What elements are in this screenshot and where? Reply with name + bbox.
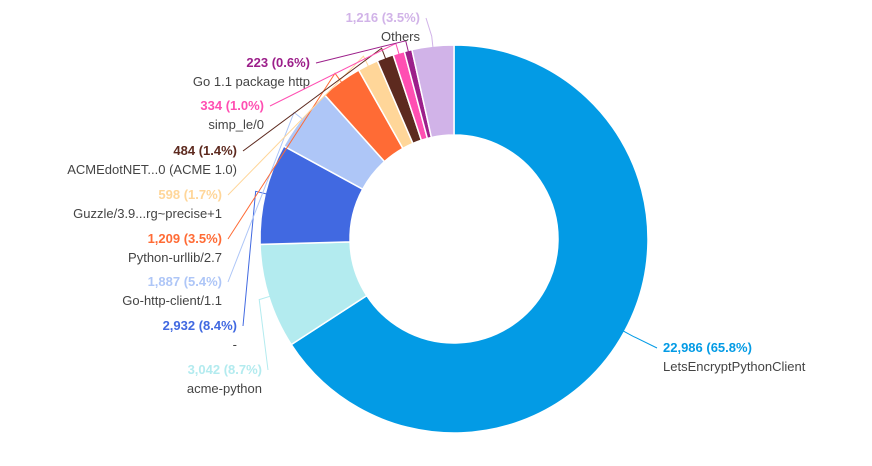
- leader-line-0: [622, 330, 658, 349]
- slice-value-label-0: 22,986 (65.8%): [663, 340, 752, 355]
- slice-name-label-9: Others: [381, 29, 421, 44]
- slice-name-label-0: LetsEncryptPythonClient: [663, 359, 806, 374]
- slice-9[interactable]: [410, 44, 455, 139]
- slice-0[interactable]: [290, 44, 649, 434]
- slice-value-label-5: 598 (1.7%): [158, 187, 222, 202]
- slice-name-label-4: Python-urllib/2.7: [128, 250, 222, 265]
- slice-value-label-8: 223 (0.6%): [246, 55, 310, 70]
- slice-value-label-9: 1,216 (3.5%): [346, 10, 420, 25]
- slice-value-label-3: 1,887 (5.4%): [148, 274, 222, 289]
- slice-name-label-6: ACMEdotNET...0 (ACME 1.0): [67, 162, 237, 177]
- leader-line-1: [258, 295, 271, 371]
- slice-value-label-2: 2,932 (8.4%): [163, 318, 237, 333]
- leader-line-2: [242, 190, 268, 327]
- slice-name-label-2: -: [233, 337, 237, 352]
- slice-value-label-7: 334 (1.0%): [200, 98, 264, 113]
- leader-line-3: [227, 111, 304, 283]
- slice-name-label-3: Go-http-client/1.1: [122, 293, 222, 308]
- slice-name-label-8: Go 1.1 package http: [193, 74, 310, 89]
- slice-value-label-6: 484 (1.4%): [173, 143, 237, 158]
- slice-name-label-5: Guzzle/3.9...rg~precise+1: [73, 206, 222, 221]
- slice-value-label-4: 1,209 (3.5%): [148, 231, 222, 246]
- leader-line-6: [242, 47, 387, 152]
- leader-line-8: [315, 40, 410, 64]
- slice-value-label-1: 3,042 (8.7%): [188, 362, 262, 377]
- leader-line-9: [425, 17, 434, 49]
- slice-name-label-1: acme-python: [187, 381, 262, 396]
- leader-line-5: [227, 55, 370, 196]
- slice-name-label-7: simp_le/0: [208, 117, 264, 132]
